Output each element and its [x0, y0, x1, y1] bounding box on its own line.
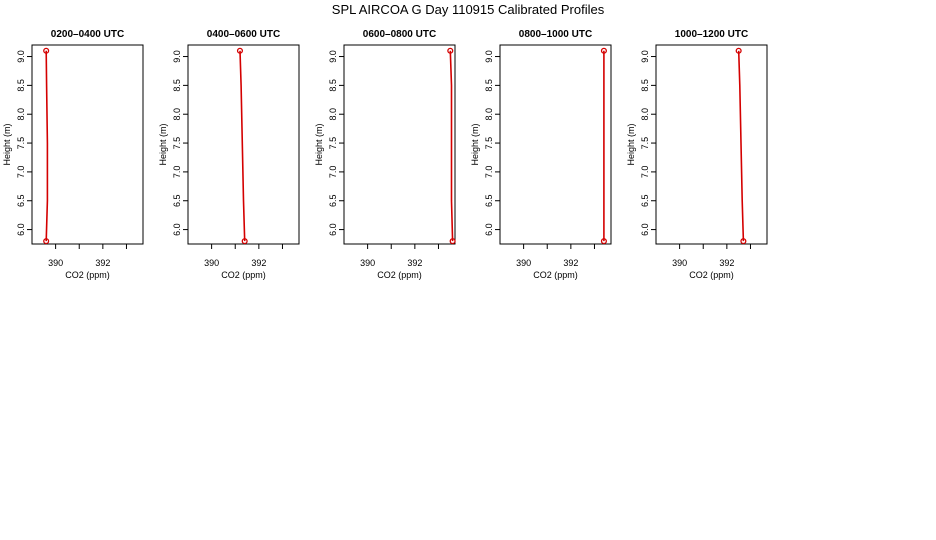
y-tick-label: 6.0 — [16, 223, 26, 236]
profile-point — [740, 238, 747, 245]
profile-point — [600, 47, 607, 54]
y-tick-label: 7.5 — [328, 137, 338, 150]
profile-panels: 0200–0400 UTC 390 392 6.0 6.5 7.0 7.5 8.0 8.5 9.0… — [2, 29, 768, 280]
x-tick-label: 390 — [204, 258, 219, 268]
x-axis-label: CO2 (ppm) — [533, 270, 578, 280]
y-tick-label: 8.5 — [484, 79, 494, 92]
plot-frame — [343, 44, 456, 245]
x-tick-label: 392 — [719, 258, 734, 268]
y-axis-label: Height (m) — [470, 123, 480, 165]
y-tick-label: 7.5 — [484, 137, 494, 150]
x-tick-label: 390 — [672, 258, 687, 268]
profile-line — [449, 50, 454, 242]
y-tick-label: 6.5 — [640, 194, 650, 207]
plot-frame — [655, 44, 768, 245]
y-tick-label: 8.5 — [16, 79, 26, 92]
y-tick-label: 6.5 — [484, 194, 494, 207]
profile-point — [449, 238, 456, 245]
x-axis-label: CO2 (ppm) — [221, 270, 266, 280]
y-axis-label: Height (m) — [626, 123, 636, 165]
y-tick-label: 7.0 — [172, 166, 182, 179]
y-tick-label: 8.5 — [640, 79, 650, 92]
y-tick-label: 6.0 — [484, 223, 494, 236]
profile-point — [43, 47, 50, 54]
profile-point — [241, 238, 248, 245]
profile-point — [447, 47, 454, 54]
panel-title: 0200–0400 UTC — [51, 29, 124, 40]
panel-title: 0600–0800 UTC — [363, 29, 436, 40]
y-tick-label: 8.0 — [328, 108, 338, 121]
panel-title: 0800–1000 UTC — [519, 29, 592, 40]
profile-panel-4: 0800–1000 UTC 390 392 6.0 6.5 7.0 7.5 8.0 8.5 9.0… — [470, 29, 612, 280]
y-tick-label: 9.0 — [484, 50, 494, 63]
x-tick-label: 392 — [95, 258, 110, 268]
y-tick-label: 8.0 — [640, 108, 650, 121]
plot-frame — [31, 44, 144, 245]
y-tick-label: 7.0 — [328, 166, 338, 179]
x-tick-label: 392 — [563, 258, 578, 268]
x-tick-label: 390 — [516, 258, 531, 268]
y-tick-label: 7.5 — [172, 137, 182, 150]
y-tick-label: 8.5 — [172, 79, 182, 92]
x-axis-label: CO2 (ppm) — [65, 270, 110, 280]
profile-point — [43, 238, 50, 245]
y-tick-label: 6.0 — [328, 223, 338, 236]
y-tick-label: 9.0 — [640, 50, 650, 63]
profile-panel-2: 0400–0600 UTC 390 392 6.0 6.5 7.0 7.5 8.0 8.5 9.0… — [158, 29, 300, 280]
y-tick-label: 8.0 — [484, 108, 494, 121]
plot-frame — [187, 44, 300, 245]
y-tick-label: 7.5 — [16, 137, 26, 150]
panel-title: 1000–1200 UTC — [675, 29, 748, 40]
y-tick-label: 6.5 — [172, 194, 182, 207]
x-tick-label: 392 — [407, 258, 422, 268]
x-tick-label: 390 — [48, 258, 63, 268]
x-axis-label: CO2 (ppm) — [377, 270, 422, 280]
y-tick-label: 8.5 — [328, 79, 338, 92]
profile-panel-5: 1000–1200 UTC 390 392 6.0 6.5 7.0 7.5 8.0 8.5 9.0… — [626, 29, 768, 280]
figure-title: SPL AIRCOA G Day 110915 Calibrated Profi… — [332, 2, 605, 17]
y-tick-label: 9.0 — [172, 50, 182, 63]
y-axis-label: Height (m) — [2, 123, 12, 165]
profile-point — [735, 47, 742, 54]
x-tick-label: 392 — [251, 258, 266, 268]
y-axis-label: Height (m) — [314, 123, 324, 165]
y-axis-label: Height (m) — [158, 123, 168, 165]
y-tick-label: 7.0 — [16, 166, 26, 179]
y-tick-label: 9.0 — [16, 50, 26, 63]
profile-panel-3: 0600–0800 UTC 390 392 6.0 6.5 7.0 7.5 8.0 8.5 9.0… — [314, 29, 456, 280]
profile-line — [239, 50, 246, 242]
profile-line — [737, 50, 745, 242]
x-tick-label: 390 — [360, 258, 375, 268]
panel-title: 0400–0600 UTC — [207, 29, 280, 40]
y-tick-label: 6.0 — [172, 223, 182, 236]
profile-point — [236, 47, 244, 54]
y-tick-label: 9.0 — [328, 50, 338, 63]
plot-frame — [499, 44, 612, 245]
profile-panel-1: 0200–0400 UTC 390 392 6.0 6.5 7.0 7.5 8.0 8.5 9.0… — [2, 29, 144, 280]
profile-line — [45, 50, 49, 242]
profile-point — [600, 238, 607, 245]
y-tick-label: 8.0 — [16, 108, 26, 121]
y-tick-label: 6.5 — [328, 194, 338, 207]
x-axis-label: CO2 (ppm) — [689, 270, 734, 280]
y-tick-label: 7.5 — [640, 137, 650, 150]
y-tick-label: 8.0 — [172, 108, 182, 121]
y-tick-label: 6.5 — [16, 194, 26, 207]
y-tick-label: 6.0 — [640, 223, 650, 236]
y-tick-label: 7.0 — [484, 166, 494, 179]
y-tick-label: 7.0 — [640, 166, 650, 179]
